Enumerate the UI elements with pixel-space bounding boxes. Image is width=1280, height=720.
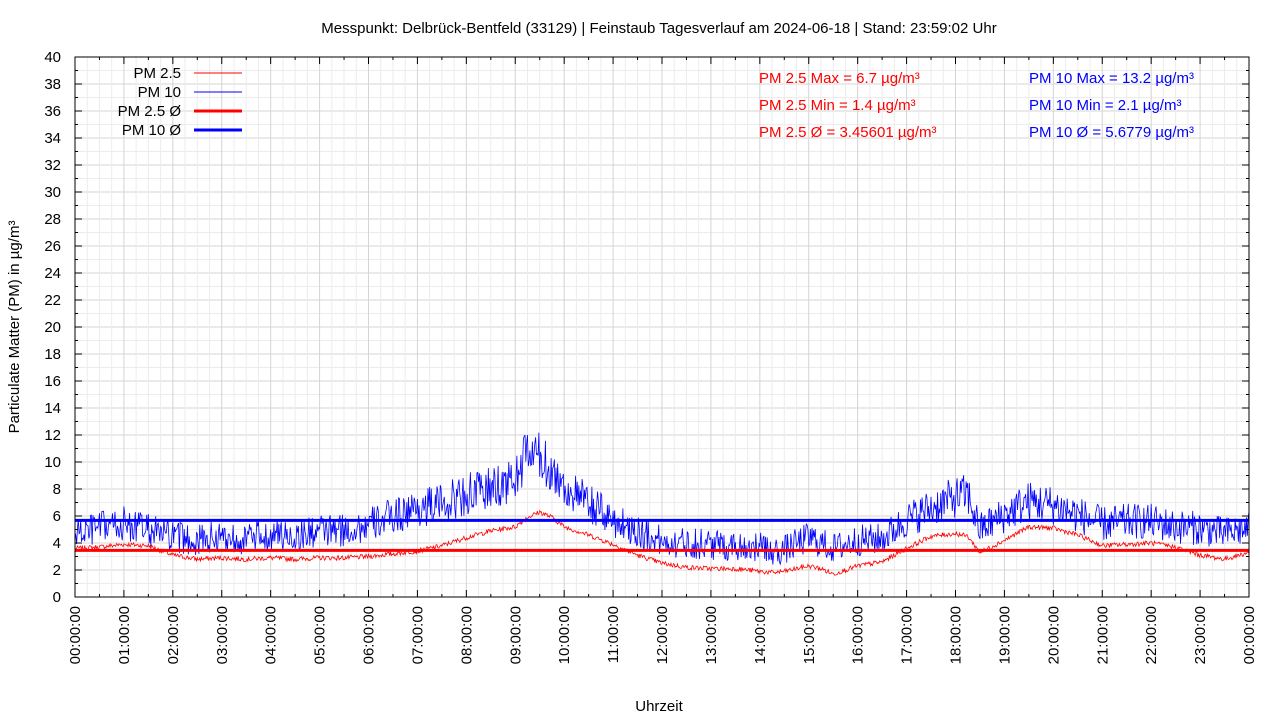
y-axis-label: Particulate Matter (PM) in µg/m³ (6, 221, 23, 434)
y-tick-label: 0 (53, 589, 61, 606)
y-tick-label: 28 (44, 211, 61, 228)
legend: PM 2.5 PM 10 PM 2.5 Ø PM 10 Ø (118, 65, 242, 139)
x-tick-label: 16:00:00 (850, 606, 867, 664)
x-tick-label: 21:00:00 (1094, 606, 1111, 664)
pm25-min-annotation: PM 2.5 Min = 1.4 µg/m³ (759, 97, 916, 114)
y-tick-label: 12 (44, 427, 61, 444)
y-tick-label: 8 (53, 481, 61, 498)
legend-label: PM 2.5 (133, 65, 181, 82)
y-tick-label: 6 (53, 508, 61, 525)
x-tick-label: 00:00:00 (1241, 606, 1258, 664)
chart-title: Messpunkt: Delbrück-Bentfeld (33129) | F… (321, 20, 996, 37)
x-tick-label: 20:00:00 (1045, 606, 1062, 664)
series-line (74, 432, 1250, 566)
x-tick-label: 19:00:00 (996, 606, 1013, 664)
x-tick-label: 02:00:00 (165, 606, 182, 664)
y-tick-label: 36 (44, 103, 61, 120)
x-tick-label: 00:00:00 (67, 606, 84, 664)
y-tick-label: 14 (44, 400, 61, 417)
x-tick-label: 06:00:00 (361, 606, 378, 664)
annotations: PM 2.5 Max = 6.7 µg/m³ PM 2.5 Min = 1.4 … (759, 70, 1194, 141)
legend-label: PM 10 (138, 84, 181, 101)
pm10-avg-annotation: PM 10 Ø = 5.6779 µg/m³ (1029, 124, 1194, 141)
legend-label: PM 10 Ø (122, 122, 182, 139)
x-tick-label: 05:00:00 (312, 606, 329, 664)
y-tick-label: 20 (44, 319, 61, 336)
legend-label: PM 2.5 Ø (118, 103, 182, 120)
y-tick-label: 40 (44, 49, 61, 66)
y-tick-label: 18 (44, 346, 61, 363)
x-tick-label: 23:00:00 (1192, 606, 1209, 664)
x-tick-label: 07:00:00 (409, 606, 426, 664)
y-tick-label: 16 (44, 373, 61, 390)
y-tick-label: 2 (53, 562, 61, 579)
y-tick-label: 30 (44, 184, 61, 201)
x-tick-label: 03:00:00 (214, 606, 231, 664)
y-tick-label: 22 (44, 292, 61, 309)
x-tick-label: 01:00:00 (116, 606, 133, 664)
x-tick-label: 22:00:00 (1143, 606, 1160, 664)
pm25-max-annotation: PM 2.5 Max = 6.7 µg/m³ (759, 70, 920, 87)
y-tick-label: 32 (44, 157, 61, 174)
y-tick-label: 26 (44, 238, 61, 255)
pm25-avg-annotation: PM 2.5 Ø = 3.45601 µg/m³ (759, 124, 936, 141)
x-tick-label: 13:00:00 (703, 606, 720, 664)
series-layer (74, 432, 1250, 576)
x-tick-label: 09:00:00 (507, 606, 524, 664)
x-tick-label: 18:00:00 (948, 606, 965, 664)
x-tick-label: 11:00:00 (605, 606, 622, 663)
y-tick-label: 4 (53, 535, 61, 552)
x-tick-label: 15:00:00 (801, 606, 818, 664)
y-tick-label: 34 (44, 130, 61, 147)
x-tick-label: 08:00:00 (458, 606, 475, 664)
y-tick-label: 24 (44, 265, 61, 282)
x-tick-label: 10:00:00 (556, 606, 573, 664)
x-axis-label: Uhrzeit (635, 698, 683, 715)
y-tick-label: 38 (44, 76, 61, 93)
y-tick-label: 10 (44, 454, 61, 471)
x-tick-label: 12:00:00 (654, 606, 671, 664)
axes: 024681012141618202224262830323436384000:… (44, 49, 1258, 664)
series-line (74, 509, 1250, 576)
x-tick-label: 17:00:00 (899, 606, 916, 664)
x-tick-label: 04:00:00 (263, 606, 280, 664)
pm10-min-annotation: PM 10 Min = 2.1 µg/m³ (1029, 97, 1181, 114)
x-tick-label: 14:00:00 (752, 606, 769, 664)
pm10-max-annotation: PM 10 Max = 13.2 µg/m³ (1029, 70, 1194, 87)
